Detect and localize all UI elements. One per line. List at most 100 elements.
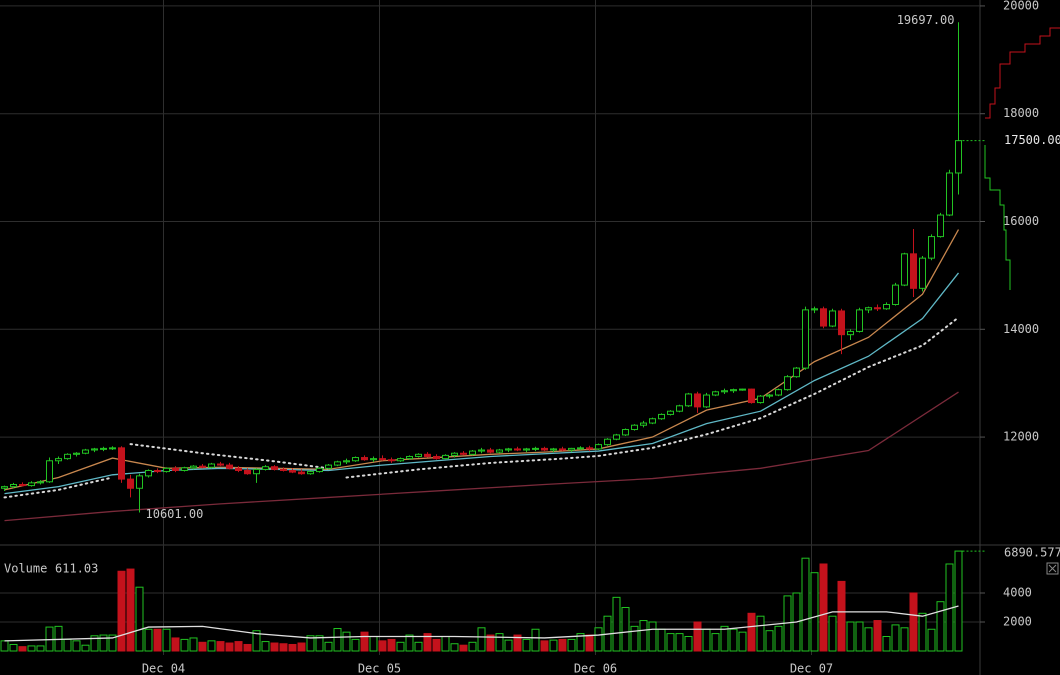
volume-bar	[504, 639, 513, 652]
candle-body	[649, 418, 656, 424]
candle-body	[577, 447, 584, 450]
volume-bar	[882, 635, 891, 652]
volume-bar	[162, 628, 171, 652]
candle-body	[280, 468, 287, 471]
candle-body	[703, 394, 710, 408]
candle-body	[595, 444, 602, 450]
candle-body	[631, 424, 638, 431]
volume-bar	[801, 557, 810, 652]
candle-body	[883, 303, 890, 310]
volume-bar	[855, 621, 864, 652]
volume-bar	[360, 631, 369, 652]
volume-title: Volume	[4, 562, 47, 576]
low-label: 10601.00	[146, 507, 204, 521]
indicator-line	[129, 443, 330, 470]
candle-body	[1, 486, 8, 489]
candle-body	[406, 455, 413, 460]
volume-bar	[639, 620, 648, 652]
candle-body	[127, 478, 134, 489]
indicator-line	[4, 605, 959, 642]
volume-bar	[522, 638, 531, 652]
candle-body	[28, 482, 35, 487]
last-price-label: 17500.00	[1004, 133, 1060, 147]
candle-body	[208, 463, 215, 468]
volume-bar	[234, 641, 243, 652]
volume-bar	[180, 638, 189, 652]
volume-bar	[747, 612, 756, 652]
candle-body	[460, 452, 467, 455]
volume-bar	[198, 641, 207, 652]
volume-bar	[207, 640, 216, 652]
volume-bar	[270, 642, 279, 652]
candle-body	[397, 458, 404, 462]
candle-body	[199, 465, 206, 468]
volume-bar	[9, 643, 18, 652]
candle-body	[352, 457, 359, 462]
volume-bar	[909, 592, 918, 652]
candle-body	[298, 471, 305, 475]
candle-body	[937, 214, 944, 238]
volume-bar	[108, 634, 117, 652]
candle-body	[64, 453, 71, 460]
volume-bar	[657, 628, 666, 652]
volume-bar	[810, 572, 819, 652]
volume-bar	[954, 550, 963, 652]
candle-body	[496, 449, 503, 453]
close-icon[interactable]	[1048, 564, 1057, 573]
candle-body	[109, 447, 116, 450]
volume-bar	[306, 635, 315, 652]
depth-asks	[985, 27, 1060, 119]
candle-body	[226, 464, 233, 469]
volume-bar	[0, 640, 9, 652]
candle-body	[811, 308, 818, 311]
volume-bar	[117, 570, 126, 652]
candle-body	[559, 448, 566, 451]
candle-body	[46, 460, 53, 483]
volume-bar	[585, 634, 594, 652]
candle-body	[154, 469, 161, 473]
volume-bar	[288, 643, 297, 652]
candle-body	[847, 330, 854, 336]
candle-body	[262, 466, 269, 470]
candle-body	[325, 464, 332, 469]
candle-body	[928, 236, 935, 259]
candle-body	[622, 429, 629, 436]
candle-body	[451, 452, 458, 456]
volume-bar	[378, 640, 387, 652]
candle-body	[892, 284, 899, 305]
volume-bar	[351, 638, 360, 652]
candle-body	[505, 448, 512, 451]
candle-body	[586, 447, 593, 450]
candle-body	[379, 458, 386, 461]
volume-bar	[495, 633, 504, 652]
candle-body	[82, 449, 89, 454]
candle-body	[730, 389, 737, 392]
volume-bar	[450, 643, 459, 652]
close-button[interactable]	[1046, 562, 1059, 575]
volume-bar	[675, 633, 684, 652]
y-tick-label: 12000	[1003, 430, 1039, 444]
volume-bar	[225, 642, 234, 652]
y-tick-label: 20000	[1003, 0, 1039, 12]
candle-body	[370, 458, 377, 461]
volume-bar	[36, 645, 45, 652]
volume-bar	[936, 601, 945, 652]
x-tick-label: Dec 07	[790, 662, 833, 675]
volume-bar	[594, 627, 603, 652]
candle-body	[469, 450, 476, 455]
candle-body	[694, 393, 701, 408]
indicator-line	[4, 391, 959, 522]
y-tick-label: 16000	[1003, 214, 1039, 228]
candle-body	[163, 467, 170, 473]
volume-bar	[252, 630, 261, 652]
x-tick-label: Dec 06	[574, 662, 617, 675]
volume-bar	[189, 637, 198, 652]
candle-body	[10, 483, 17, 488]
volume-bar	[261, 641, 270, 652]
volume-bar	[72, 640, 81, 652]
volume-bar	[513, 634, 522, 652]
volume-bar	[558, 638, 567, 652]
y-tick-label: 14000	[1003, 322, 1039, 336]
high-label: 19697.00	[897, 13, 955, 27]
